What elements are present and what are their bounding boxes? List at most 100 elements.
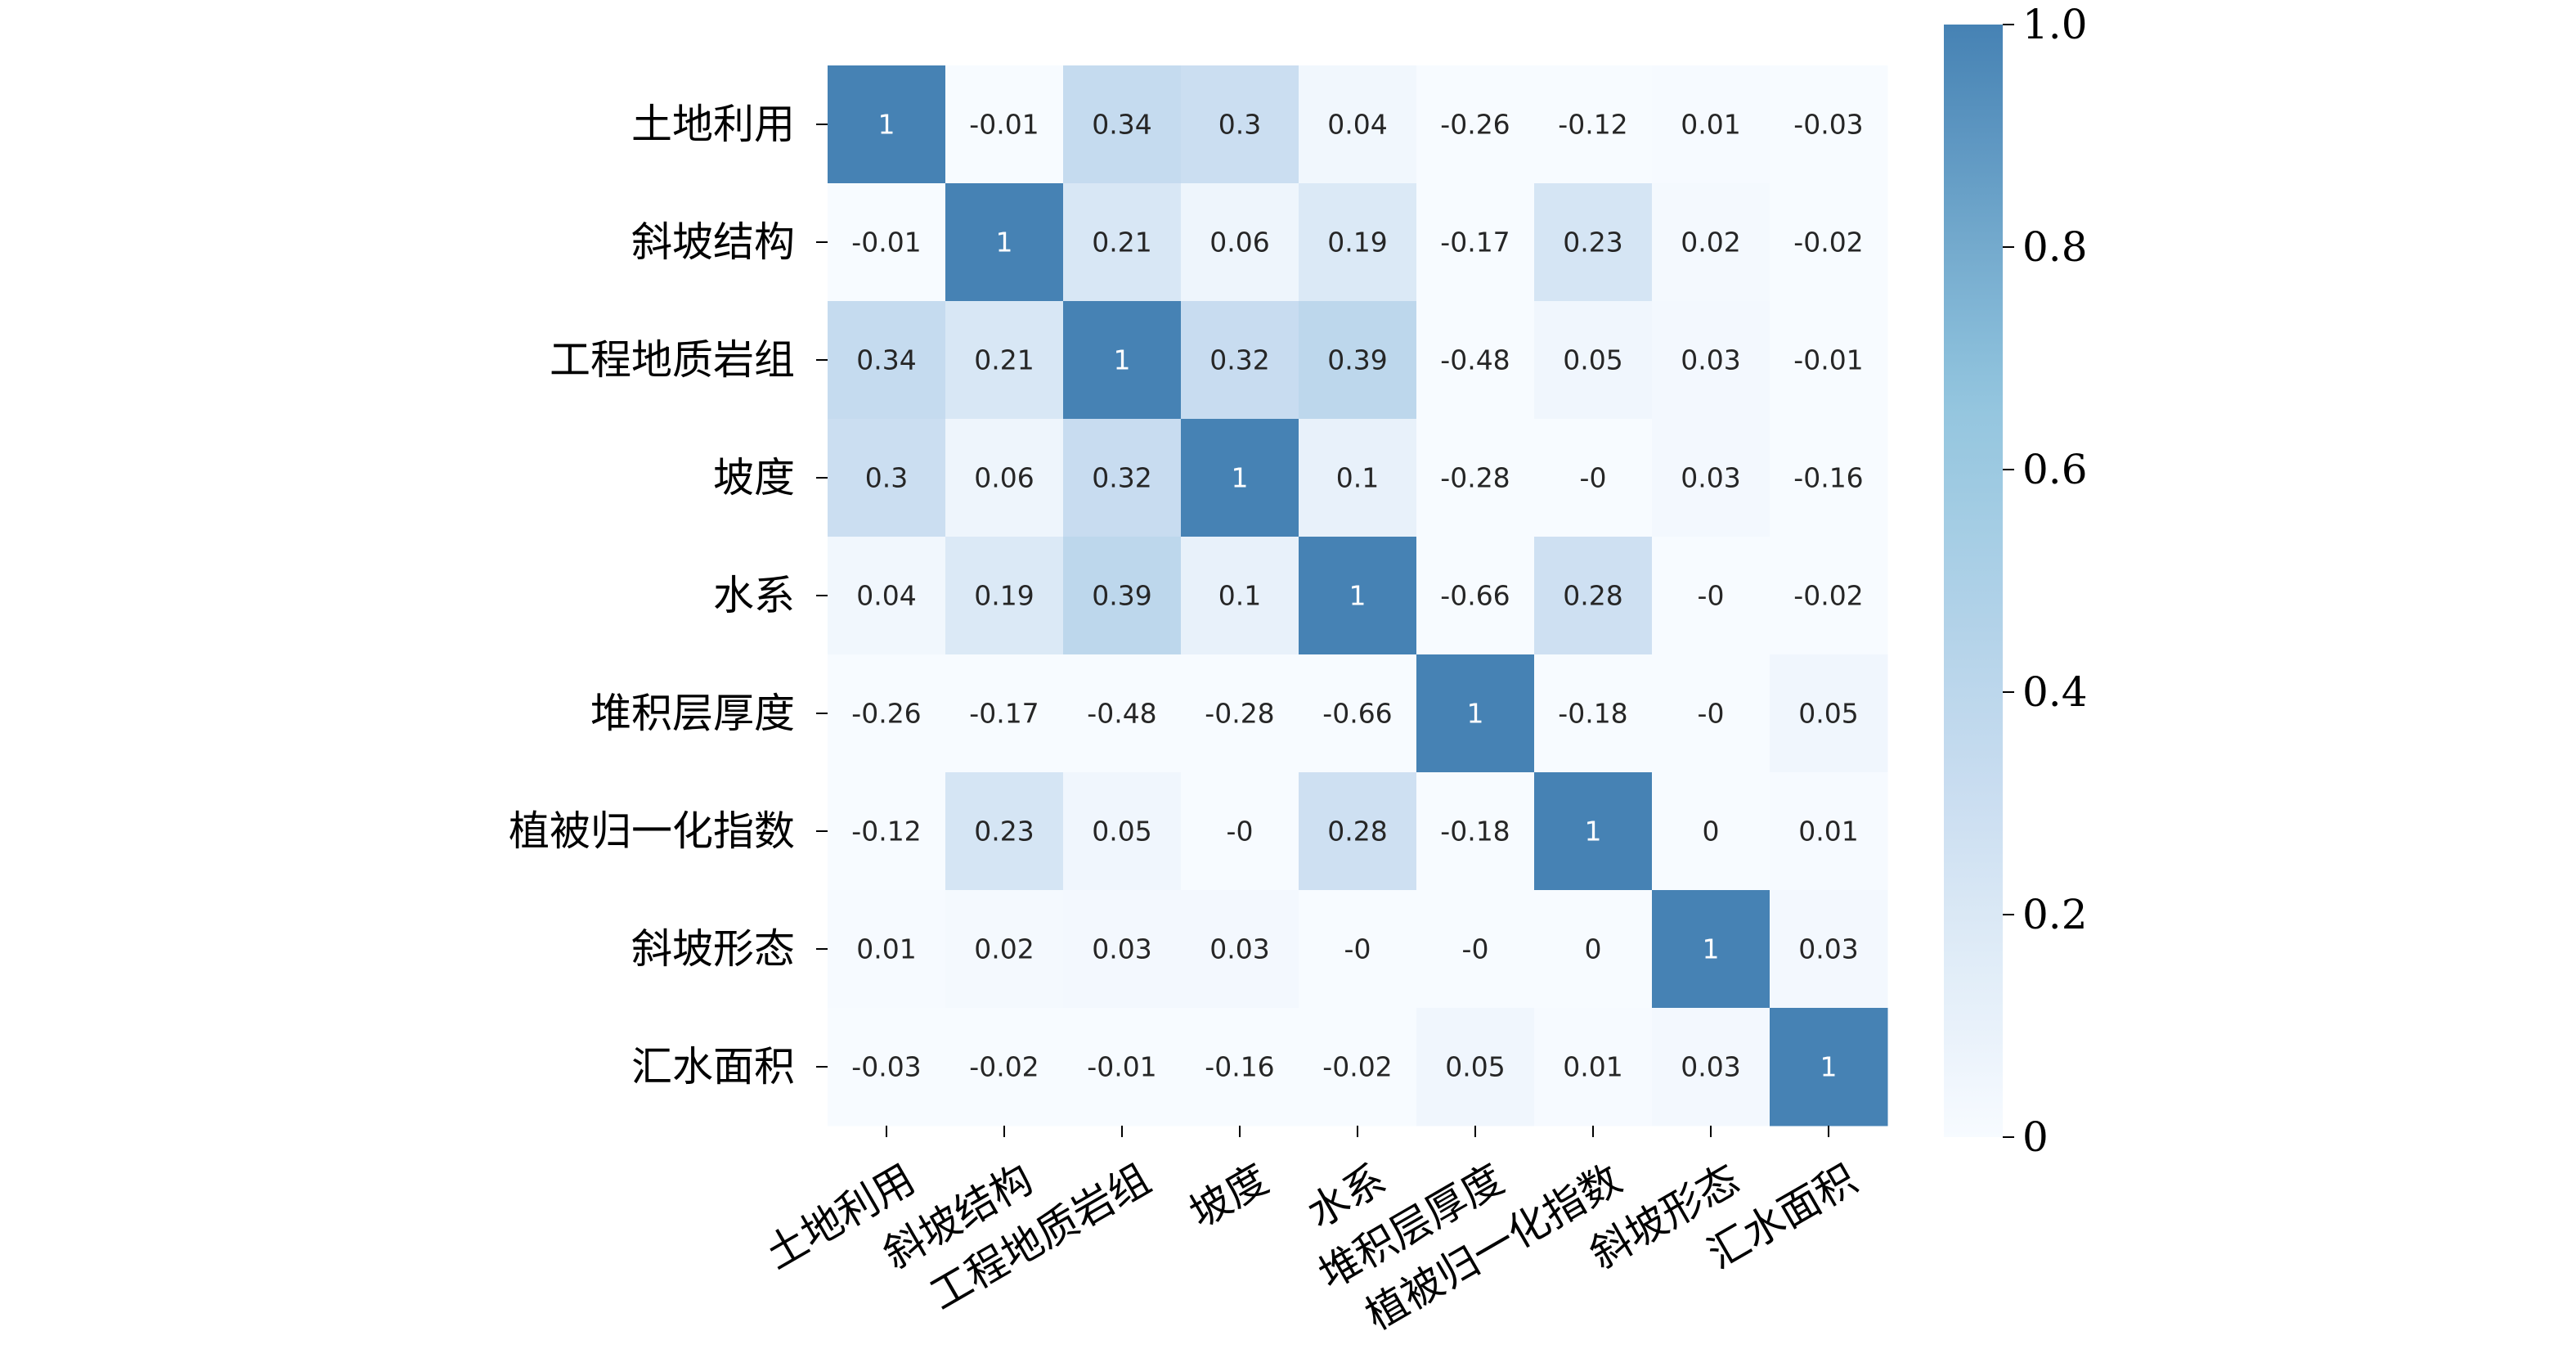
cell-value-label: -0.66 — [1322, 698, 1392, 730]
heatmap-cell-r5-c1 — [945, 654, 1064, 773]
cell-value-label: 0.01 — [1681, 109, 1740, 141]
cell-value-label: -0.02 — [1793, 227, 1863, 259]
cell-value-label: 0.23 — [974, 816, 1034, 848]
heatmap-cell-r5-c0 — [828, 654, 946, 773]
heatmap-cell-r6-c4 — [1299, 772, 1417, 891]
heatmap-cell-r1-c1 — [945, 183, 1064, 302]
cell-value-label: -0.03 — [1793, 109, 1863, 141]
heatmap-cell-r6-c5 — [1416, 772, 1535, 891]
cell-value-label: 0.3 — [865, 462, 908, 494]
heatmap-cell-r2-c4 — [1299, 301, 1417, 420]
heatmap-cell-r3-c2 — [1063, 419, 1182, 537]
cell-value-label: 0.02 — [1681, 227, 1740, 259]
cell-value-label: 1 — [878, 109, 895, 141]
cell-value-label: 0.34 — [1092, 109, 1151, 141]
cell-value-label: 0.3 — [1218, 109, 1261, 141]
heatmap-cell-r7-c5 — [1416, 890, 1535, 1009]
cell-value-label: 1 — [1820, 1051, 1838, 1083]
heatmap-cell-r6-c6 — [1534, 772, 1653, 891]
heatmap-cell-r1-c2 — [1063, 183, 1182, 302]
heatmap-cell-r0-c2 — [1063, 65, 1182, 184]
cell-value-label: 0.03 — [1681, 1051, 1740, 1083]
colorbar-tick-label: 0 — [2022, 1113, 2049, 1161]
cell-value-label: 0.01 — [1798, 816, 1858, 848]
x-tick-label: 坡度 — [1182, 1155, 1277, 1237]
colorbar-tick-label: 0.6 — [2022, 446, 2088, 493]
heatmap-cell-r4-c1 — [945, 537, 1064, 655]
heatmap-cell-r3-c1 — [945, 419, 1064, 537]
y-tick-label: 工程地质岩组 — [550, 336, 795, 384]
cell-value-label: -0.01 — [851, 227, 921, 259]
heatmap-cell-r4-c3 — [1181, 537, 1299, 655]
heatmap-cell-r5-c6 — [1534, 654, 1653, 773]
heatmap-cell-r5-c7 — [1652, 654, 1770, 773]
heatmap-cell-r0-c0 — [828, 65, 946, 184]
cell-value-label: 0 — [1585, 933, 1602, 965]
heatmap-cell-r0-c5 — [1416, 65, 1535, 184]
cell-value-label: 1 — [996, 227, 1013, 259]
heatmap-cell-r8-c6 — [1534, 1008, 1653, 1126]
cell-value-label: 1 — [1703, 933, 1720, 965]
heatmap-cell-r6-c3 — [1181, 772, 1299, 891]
cell-value-label: -0.02 — [1322, 1051, 1392, 1083]
heatmap-cell-r8-c4 — [1299, 1008, 1417, 1126]
cell-value-label: 0.21 — [1092, 227, 1151, 259]
cell-value-label: -0.48 — [1087, 698, 1156, 730]
heatmap-cell-r1-c6 — [1534, 183, 1653, 302]
cell-value-label: -0.16 — [1793, 462, 1863, 494]
cell-value-label: -0.17 — [969, 698, 1039, 730]
heatmap-cell-r0-c4 — [1299, 65, 1417, 184]
cell-value-label: 0.05 — [1445, 1051, 1505, 1083]
cell-value-label: -0.28 — [1440, 462, 1510, 494]
heatmap-cell-r7-c6 — [1534, 890, 1653, 1009]
heatmap-cell-r6-c7 — [1652, 772, 1770, 891]
heatmap-cell-r4-c8 — [1770, 537, 1888, 655]
heatmap-cell-labels: 1 -0.01 0.34 0.3 0.04 -0.26 -0.12 0.01 -0.03 -0.0… — [851, 109, 1863, 1083]
cell-value-label: -0.28 — [1205, 698, 1274, 730]
y-tick-label: 植被归一化指数 — [509, 807, 795, 855]
heatmap-cell-r4-c4 — [1299, 537, 1417, 655]
heatmap-cell-r8-c8 — [1770, 1008, 1888, 1126]
heatmap-cell-r3-c3 — [1181, 419, 1299, 537]
heatmap-cell-r5-c5 — [1416, 654, 1535, 773]
cell-value-label: 0.28 — [1327, 816, 1387, 848]
heatmap-cell-r1-c8 — [1770, 183, 1888, 302]
cell-value-label: 1 — [1467, 698, 1484, 730]
cell-value-label: -0 — [1227, 816, 1254, 848]
cell-value-label: 0.02 — [974, 933, 1034, 965]
cell-value-label: 0.19 — [1327, 227, 1387, 259]
cell-value-label: 1 — [1232, 462, 1249, 494]
cell-value-label: 0.39 — [1327, 344, 1387, 376]
cell-value-label: 0.05 — [1092, 816, 1151, 848]
cell-value-label: 0.01 — [856, 933, 916, 965]
heatmap-cell-r2-c6 — [1534, 301, 1653, 420]
colorbar-gradient — [1944, 25, 2003, 1137]
heatmap-cell-r2-c3 — [1181, 301, 1299, 420]
heatmap-cell-r2-c1 — [945, 301, 1064, 420]
cell-value-label: 0.05 — [1798, 698, 1858, 730]
cell-value-label: -0.48 — [1440, 344, 1510, 376]
cell-value-label: -0.12 — [851, 816, 921, 848]
heatmap-cell-r7-c2 — [1063, 890, 1182, 1009]
heatmap-cell-r1-c5 — [1416, 183, 1535, 302]
heatmap-cell-r0-c3 — [1181, 65, 1299, 184]
heatmap-cell-r1-c7 — [1652, 183, 1770, 302]
cell-value-label: -0 — [1462, 933, 1489, 965]
cell-value-label: -0.17 — [1440, 227, 1510, 259]
heatmap-cell-r1-c4 — [1299, 183, 1417, 302]
cell-value-label: -0.01 — [1793, 344, 1863, 376]
cell-value-label: 0.1 — [1218, 580, 1261, 612]
cell-value-label: -0.18 — [1440, 816, 1510, 848]
heatmap-cell-r4-c2 — [1063, 537, 1182, 655]
cell-value-label: 1 — [1349, 580, 1367, 612]
heatmap-cell-r3-c5 — [1416, 419, 1535, 537]
cell-value-label: 0.03 — [1681, 344, 1740, 376]
cell-value-label: 0.32 — [1092, 462, 1151, 494]
heatmap-cell-r1-c3 — [1181, 183, 1299, 302]
heatmap-cell-r4-c7 — [1652, 537, 1770, 655]
heatmap-cell-r3-c7 — [1652, 419, 1770, 537]
cell-value-label: -0 — [1580, 462, 1607, 494]
cell-value-label: -0.01 — [1087, 1051, 1156, 1083]
